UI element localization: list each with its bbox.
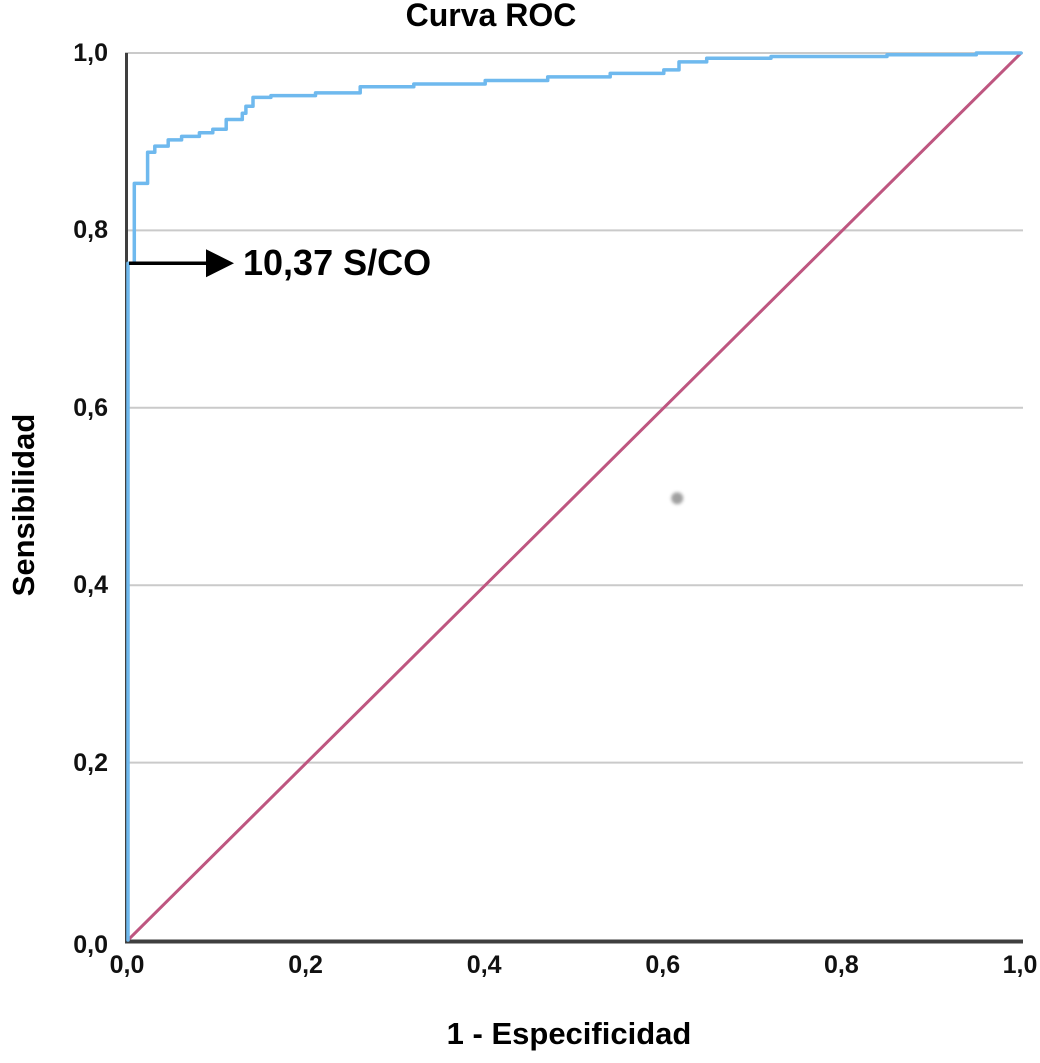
- horizontal-gridlines: [125, 52, 1023, 764]
- y-tick-label: 0,4: [73, 571, 108, 600]
- x-tick-label: 0,6: [645, 951, 681, 979]
- y-tick-label: 0,8: [73, 216, 108, 245]
- reference-diagonal-line: [126, 51, 1023, 942]
- x-tick-label: 0,4: [466, 951, 502, 979]
- x-tick-label: 1,0: [1002, 951, 1038, 979]
- y-tick-label: 0,0: [73, 931, 108, 959]
- stray-dot: [671, 492, 684, 505]
- roc-curve-path: [126, 51, 1023, 942]
- x-tick-label: 0,2: [288, 951, 323, 979]
- y-tick-label: 0,2: [73, 748, 108, 777]
- x-axis-title: 1 - Especificidad: [446, 1016, 692, 1051]
- roc-curve-line: [126, 51, 1023, 942]
- diagonal-line: [126, 51, 1023, 942]
- cutoff-annotation-label: 10,37 S/CO: [243, 242, 432, 283]
- x-tick-label: 0,8: [824, 951, 859, 979]
- y-axis-title: Sensibilidad: [6, 413, 41, 597]
- cutoff-arrow: [129, 249, 234, 278]
- x-tick-label: 0,0: [109, 951, 145, 979]
- y-tick-label: 0,6: [73, 393, 108, 422]
- cutoff-arrow-head: [206, 249, 234, 278]
- chart-title: Curva ROC: [405, 0, 577, 33]
- stray-gray-dot: [671, 492, 684, 505]
- y-tick-label: 1,0: [73, 39, 108, 67]
